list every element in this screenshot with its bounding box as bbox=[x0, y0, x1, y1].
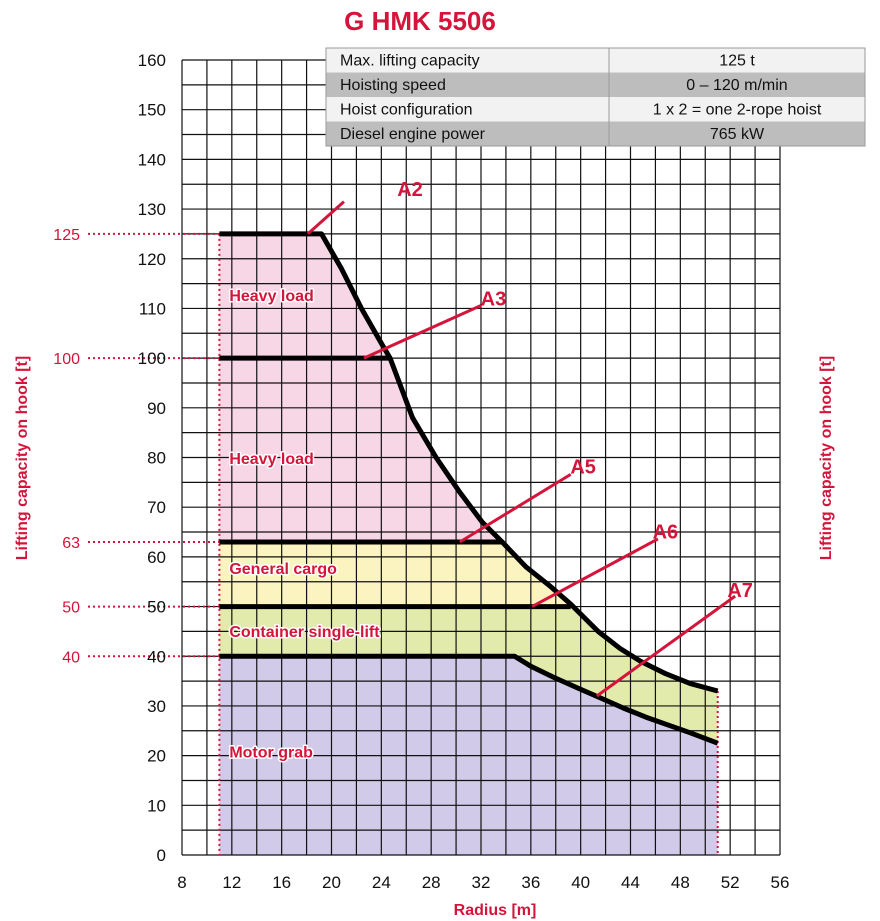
x-tick-label: 20 bbox=[322, 873, 341, 892]
spec-value-1: 0 – 120 m/min bbox=[686, 77, 787, 94]
annotation-label-a2: A2 bbox=[397, 179, 423, 201]
y-tick-label: 160 bbox=[138, 51, 166, 70]
y-tick-label: 100 bbox=[138, 349, 166, 368]
x-tick-label: 52 bbox=[721, 873, 740, 892]
ref-label-50: 50 bbox=[62, 600, 80, 617]
annotation-leader-a2 bbox=[308, 202, 344, 234]
annotation-label-a6: A6 bbox=[653, 522, 679, 544]
y-axis-title-right: Lifting capacity on hook [t] bbox=[818, 356, 835, 560]
x-tick-label: 16 bbox=[272, 873, 291, 892]
spec-label-2: Hoist configuration bbox=[340, 102, 473, 119]
x-tick-label: 28 bbox=[422, 873, 441, 892]
spec-value-2: 1 x 2 = one 2-rope hoist bbox=[653, 102, 822, 119]
y-tick-label: 90 bbox=[147, 399, 166, 418]
annotation-leader-a6 bbox=[532, 539, 658, 607]
y-tick-label: 50 bbox=[147, 598, 166, 617]
spec-table: Max. lifting capacity 125 t Hoisting speed… bbox=[326, 48, 865, 146]
ref-label-100: 100 bbox=[53, 351, 80, 368]
zone-label-2: General cargo bbox=[229, 561, 337, 578]
zone-label-4: Motor grab bbox=[229, 745, 313, 762]
x-tick-label: 8 bbox=[177, 873, 186, 892]
spec-label-1: Hoisting speed bbox=[340, 77, 446, 94]
y-tick-label: 80 bbox=[147, 449, 166, 468]
spec-label-0: Max. lifting capacity bbox=[340, 53, 480, 70]
spec-value-3: 765 kW bbox=[710, 126, 765, 143]
annotation-label-a5: A5 bbox=[570, 456, 596, 478]
annotation-label-a3: A3 bbox=[481, 289, 507, 311]
y-tick-label: 130 bbox=[138, 200, 166, 219]
y-tick-label: 140 bbox=[138, 150, 166, 169]
y-tick-label: 30 bbox=[147, 697, 166, 716]
y-tick-label: 20 bbox=[147, 747, 166, 766]
chart-title: G HMK 5506 bbox=[344, 6, 496, 36]
x-tick-label: 40 bbox=[571, 873, 590, 892]
spec-label-3: Diesel engine power bbox=[340, 126, 486, 143]
spec-value-0: 125 t bbox=[719, 53, 755, 70]
y-tick-label: 70 bbox=[147, 498, 166, 517]
zone-label-1: Heavy load bbox=[229, 451, 313, 468]
y-tick-label: 120 bbox=[138, 250, 166, 269]
x-tick-label: 44 bbox=[621, 873, 640, 892]
y-tick-label: 60 bbox=[147, 548, 166, 567]
y-axis-title-left: Lifting capacity on hook [t] bbox=[14, 356, 31, 560]
zone-label-0: Heavy load bbox=[229, 288, 313, 305]
y-tick-label: 150 bbox=[138, 101, 166, 120]
x-tick-label: 56 bbox=[771, 873, 790, 892]
x-tick-label: 32 bbox=[472, 873, 491, 892]
y-tick-label: 0 bbox=[157, 846, 166, 865]
ref-label-63: 63 bbox=[62, 535, 80, 552]
x-tick-label: 36 bbox=[521, 873, 540, 892]
y-tick-label: 10 bbox=[147, 796, 166, 815]
y-tick-label: 40 bbox=[147, 647, 166, 666]
zone-label-3: Container single-lift bbox=[229, 624, 380, 641]
annotation-label-a7: A7 bbox=[727, 580, 753, 602]
x-tick-label: 12 bbox=[222, 873, 241, 892]
y-tick-label: 110 bbox=[139, 299, 166, 318]
ref-label-40: 40 bbox=[62, 649, 80, 666]
x-axis-title: Radius [m] bbox=[454, 902, 537, 919]
ref-label-125: 125 bbox=[53, 227, 80, 244]
x-tick-label: 48 bbox=[671, 873, 690, 892]
x-tick-label: 24 bbox=[372, 873, 391, 892]
